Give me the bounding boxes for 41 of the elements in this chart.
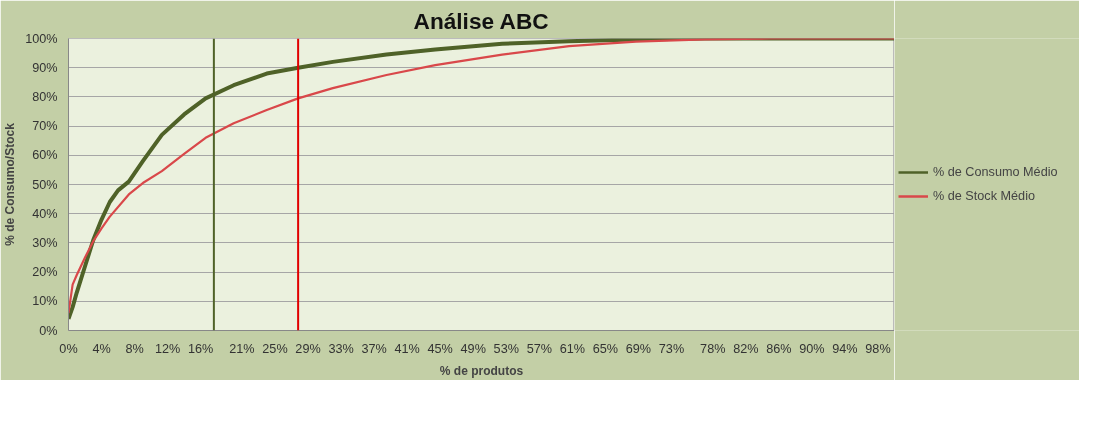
x-axis-title: % de produtos [439, 363, 524, 378]
x-tick-label: 0% [59, 341, 78, 356]
y-tick-label: 20% [32, 265, 58, 280]
x-tick-label: 12% [154, 341, 181, 356]
x-tick-label: 73% [658, 341, 685, 356]
y-axis-title: % de Consumo/Stock [3, 122, 18, 246]
legend-label: % de Consumo Médio [933, 165, 1058, 179]
x-tick-label: 98% [865, 341, 891, 356]
x-tick-label: 53% [493, 341, 519, 356]
y-tick-label: 10% [32, 294, 58, 309]
x-tick-label: 78% [700, 341, 726, 356]
y-tick-label: 0% [39, 323, 58, 338]
y-tick-label: 50% [32, 177, 58, 192]
x-tick-label: 82% [733, 341, 759, 356]
x-tick-label: 37% [361, 341, 387, 356]
x-tick-label: 8% [125, 341, 144, 356]
x-tick-label: 45% [427, 341, 453, 356]
x-tick-label: 94% [832, 341, 858, 356]
x-tick-label: 16% [187, 341, 214, 356]
legend-label: % de Stock Médio [933, 189, 1036, 203]
x-tick-label: 4% [92, 341, 111, 356]
x-tick-label: 86% [766, 341, 792, 356]
y-tick-label: 70% [32, 119, 58, 134]
y-tick-label: 90% [32, 60, 58, 75]
x-tick-label: 29% [295, 341, 321, 356]
x-tick-label: 33% [328, 341, 354, 356]
y-tick-label: 60% [32, 148, 58, 163]
x-tick-label: 25% [262, 341, 288, 356]
y-tick-label: 40% [32, 206, 58, 221]
chart-title: Análise ABC [413, 7, 549, 34]
x-tick-label: 61% [559, 341, 586, 356]
x-tick-label: 49% [460, 341, 486, 356]
x-tick-label: 90% [799, 341, 825, 356]
x-tick-label: 41% [394, 341, 420, 356]
y-tick-label: 80% [32, 89, 58, 104]
x-tick-label: 21% [229, 341, 255, 356]
x-tick-label: 65% [592, 341, 619, 356]
x-tick-label: 69% [625, 341, 652, 356]
x-tick-label: 57% [526, 341, 552, 356]
y-tick-label: 30% [32, 235, 58, 250]
y-tick-label: 100% [25, 31, 58, 46]
